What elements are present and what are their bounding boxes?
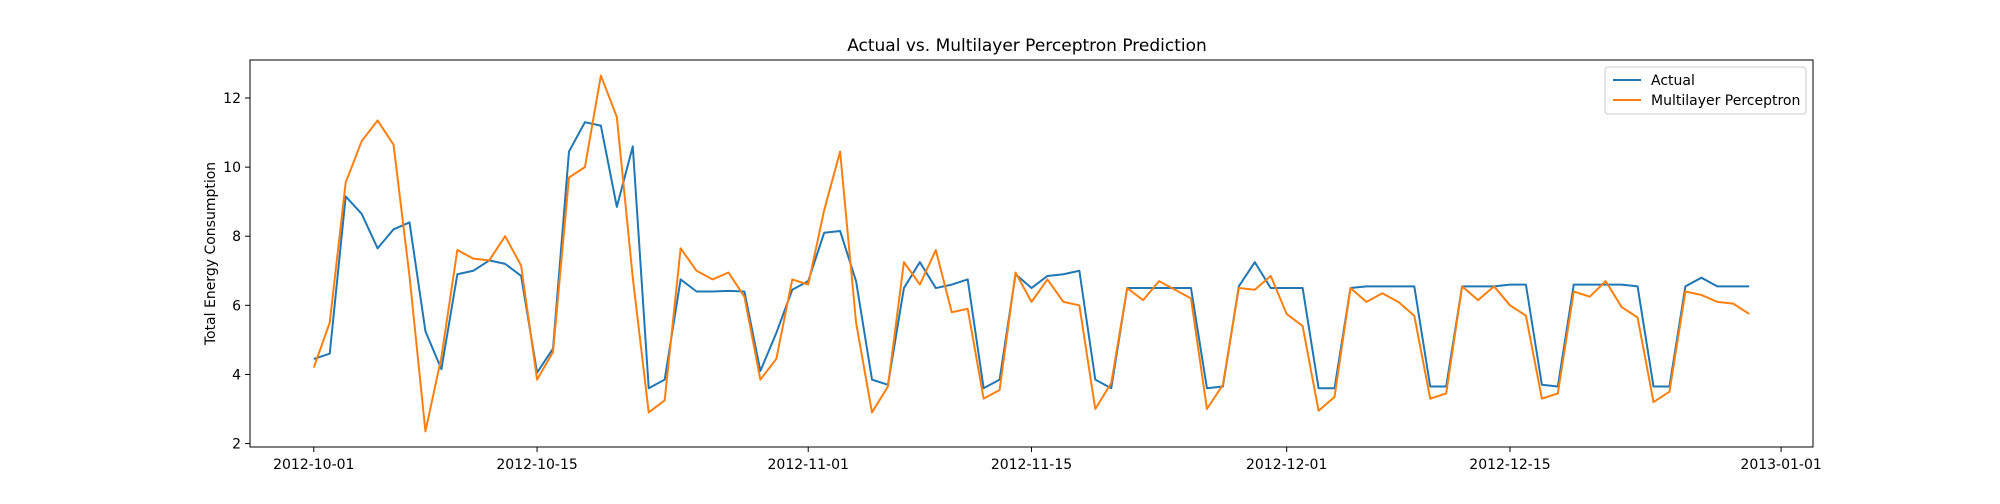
legend-label: Actual <box>1651 73 1695 89</box>
y-tick-label: 6 <box>232 298 241 314</box>
legend: Actual Multilayer Perceptron <box>1604 66 1807 115</box>
y-tick-label: 12 <box>223 91 241 107</box>
x-tick-label: 2012-10-01 <box>273 457 354 473</box>
x-tick-label: 2012-10-15 <box>496 457 577 473</box>
series-line-multilayer-perceptron <box>312 74 1750 433</box>
x-axis: 2012-10-01 2012-10-15 2012-11-01 2012-11-15… <box>273 447 1822 473</box>
x-tick-label: 2012-12-01 <box>1246 457 1327 473</box>
y-tick-label: 4 <box>232 367 241 383</box>
chart-title: Actual vs. Multilayer Perceptron Predict… <box>847 36 1207 56</box>
x-tick-label: 2012-11-01 <box>768 457 849 473</box>
x-tick-label: 2012-11-15 <box>991 457 1072 473</box>
legend-label: Multilayer Perceptron <box>1651 93 1800 109</box>
y-tick-label: 2 <box>232 437 241 453</box>
legend-box <box>1604 66 1807 115</box>
y-axis: 2 4 6 8 10 12 <box>223 91 250 453</box>
x-tick-label: 2013-01-01 <box>1740 457 1821 473</box>
y-axis-label: Total Energy Consumption <box>203 162 219 346</box>
x-tick-label: 2012-12-15 <box>1469 457 1550 473</box>
y-tick-label: 10 <box>223 160 241 176</box>
plot-area <box>312 74 1750 433</box>
y-tick-label: 8 <box>232 229 241 245</box>
